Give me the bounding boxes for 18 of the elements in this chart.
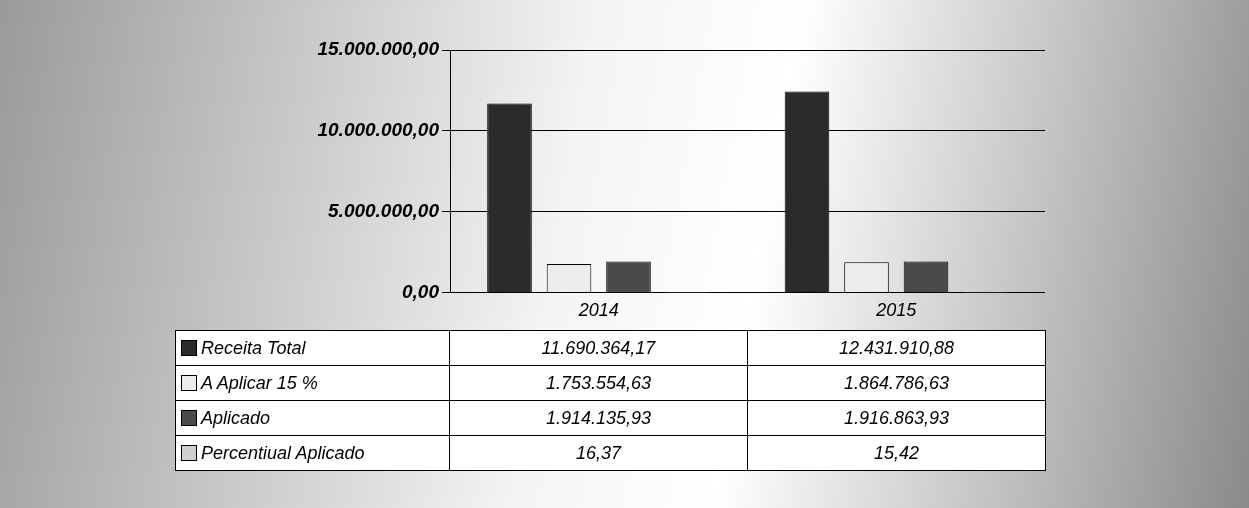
y-tick-label: 5.000.000,00 — [328, 199, 440, 221]
legend-label: A Aplicar 15 % — [175, 365, 450, 401]
x-tick-label: 2014 — [577, 300, 619, 321]
legend-label: Percentiual Aplicado — [175, 435, 450, 471]
data-label: 15,42 — [747, 435, 1046, 471]
data-label: 1.914.135,93 — [449, 400, 748, 436]
data-label: 1.864.786,63 — [747, 365, 1046, 401]
legend-label: Receita Total — [175, 330, 450, 366]
data-label: 11.690.364,17 — [449, 330, 748, 366]
data-label: 1.753.554,63 — [449, 365, 748, 401]
y-tick-label: 0,00 — [402, 280, 440, 302]
y-tick-label: 15.000.000,00 — [317, 38, 440, 60]
legend-label: Aplicado — [175, 400, 450, 436]
data-label: 12.431.910,88 — [747, 330, 1046, 366]
data-label: 1.916.863,93 — [747, 400, 1046, 436]
data-label: 16,37 — [449, 435, 748, 471]
x-tick-label: 2015 — [875, 300, 918, 321]
y-tick-label: 10.000.000,00 — [317, 119, 440, 141]
